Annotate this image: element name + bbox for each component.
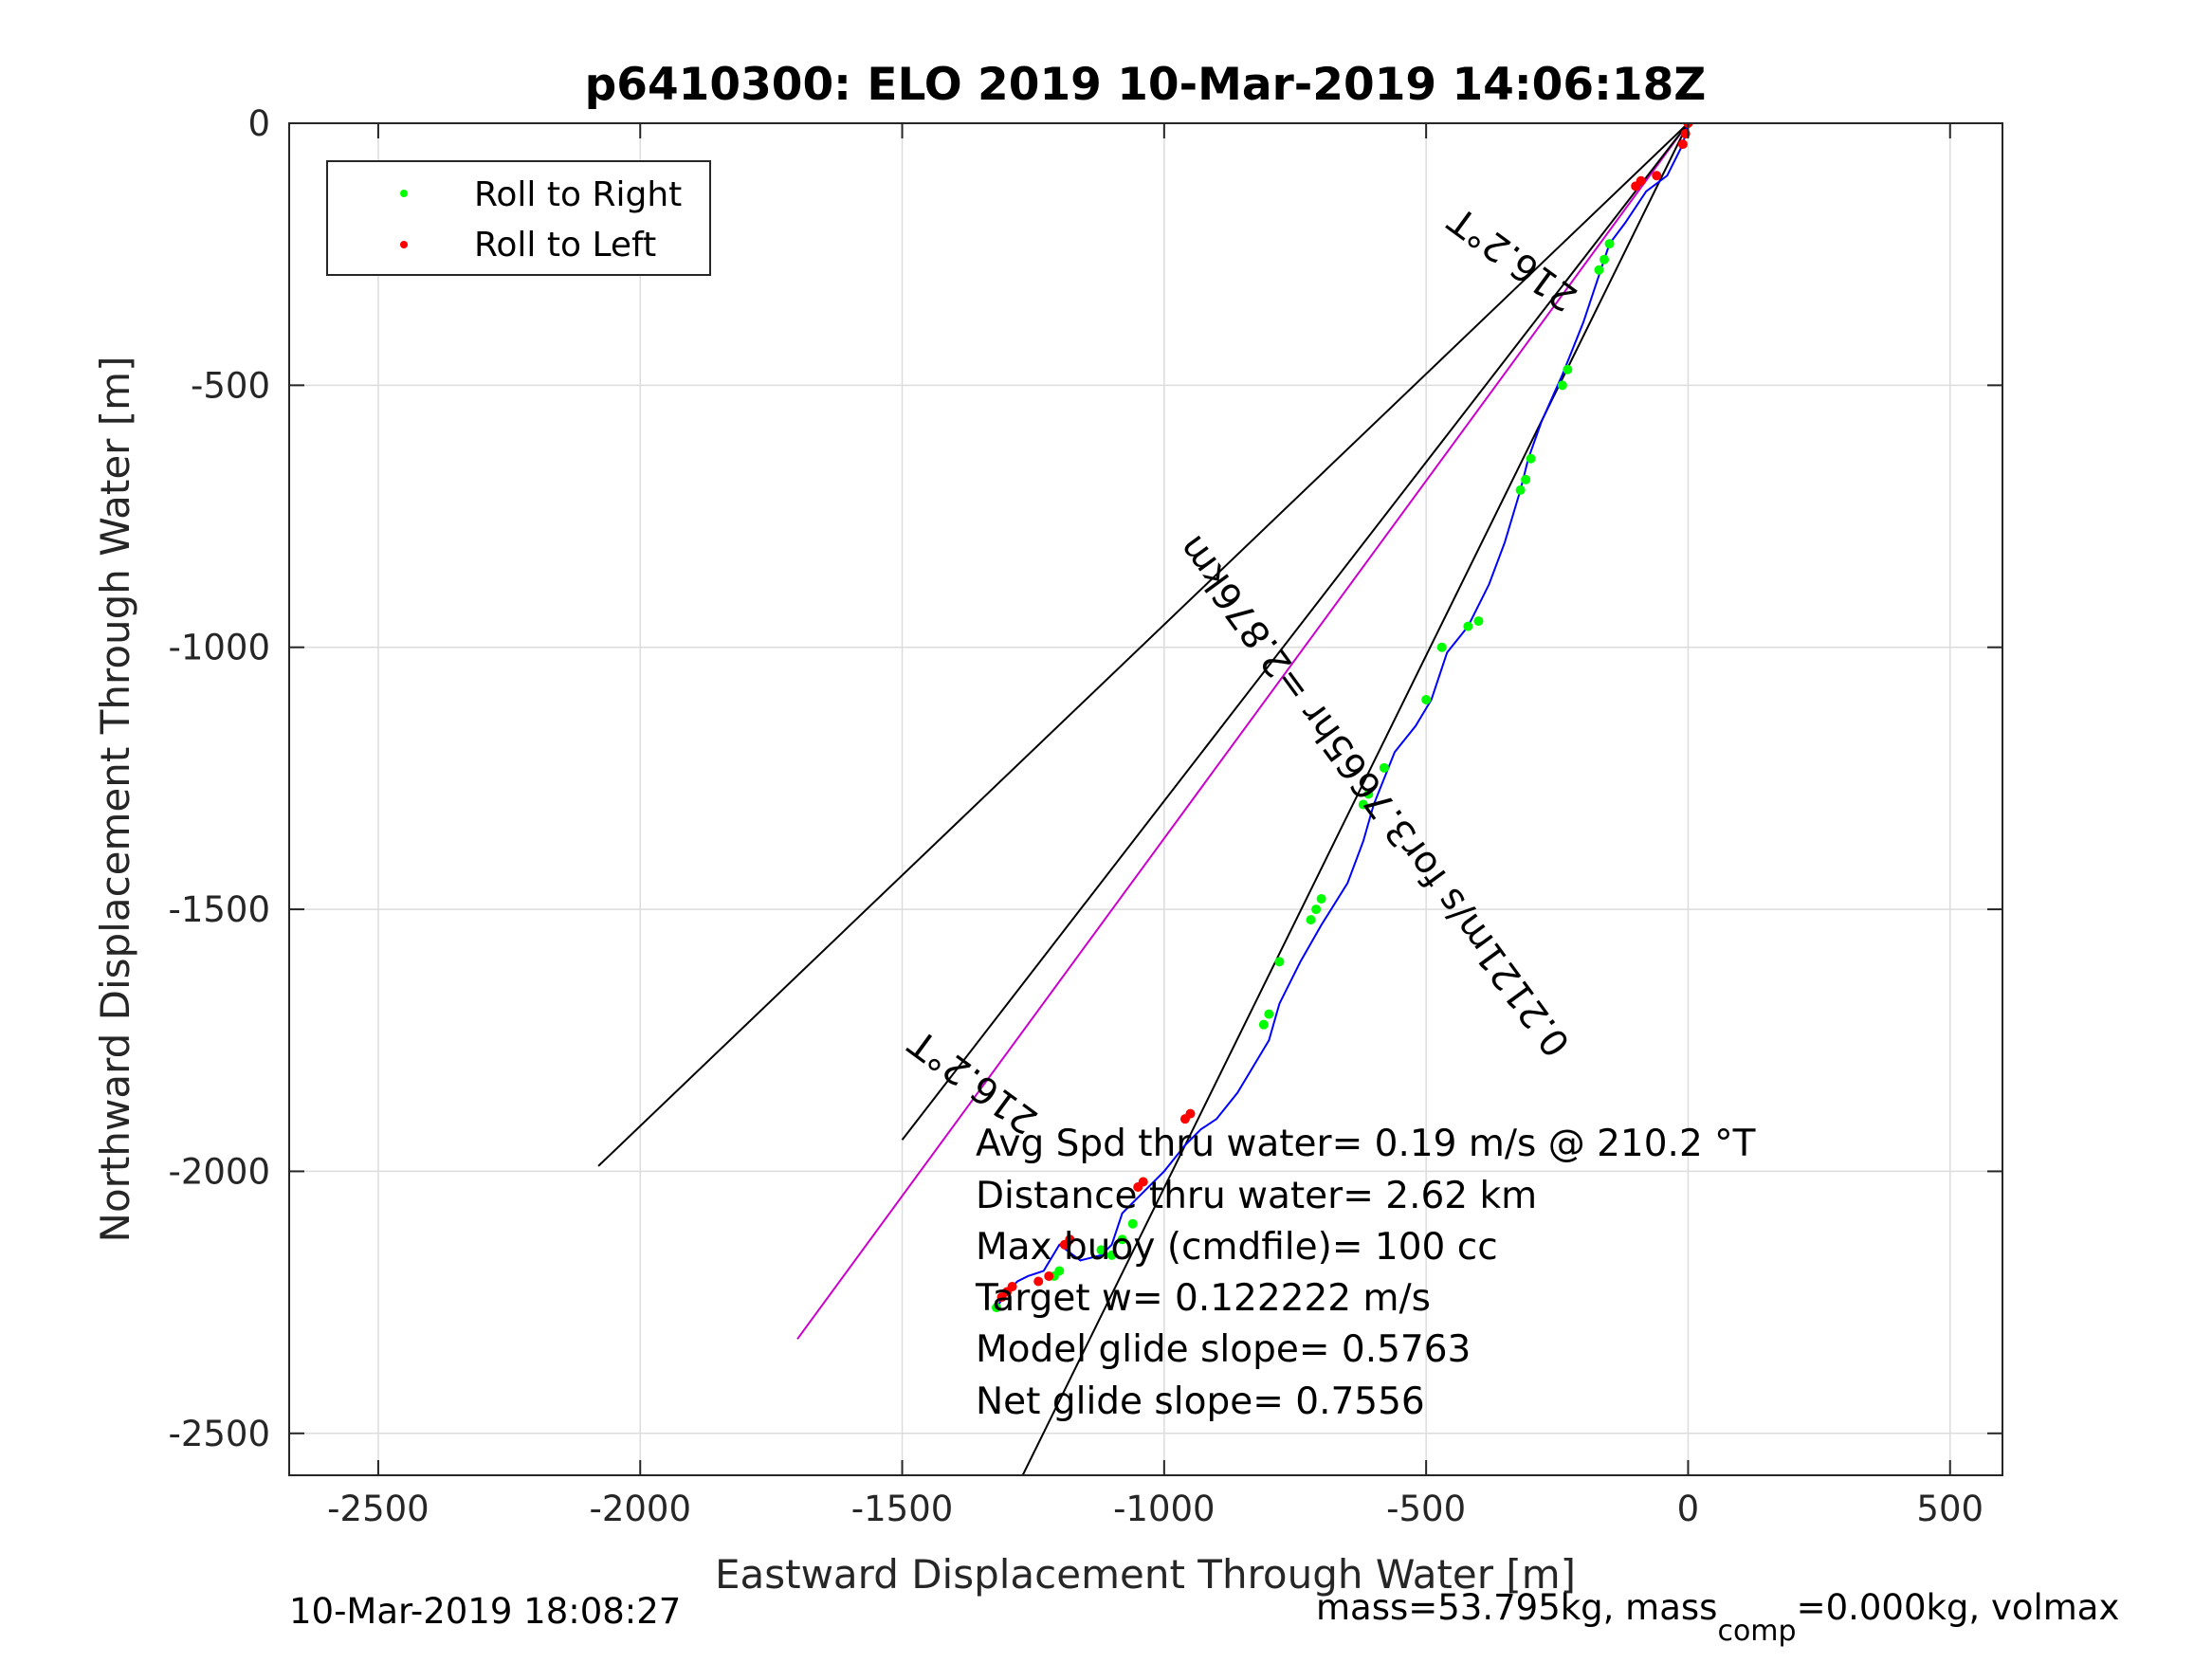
roll-right-point xyxy=(992,1303,1002,1313)
x-tick-label: -2500 xyxy=(327,1489,430,1529)
roll-left-point xyxy=(1044,1270,1054,1281)
x-tick-label: -500 xyxy=(1386,1489,1466,1529)
stat-model-glide: Model glide slope= 0.5763 xyxy=(976,1328,1471,1371)
y-tick-label: -500 xyxy=(191,365,270,406)
legend-box xyxy=(326,160,711,276)
y-tick-label: -2500 xyxy=(168,1414,270,1454)
legend: Roll to Right Roll to Left xyxy=(326,160,711,276)
roll-right-point xyxy=(1421,694,1432,704)
roll-right-point xyxy=(1127,1218,1138,1229)
stat-max-buoy: Max buoy (cmdfile)= 100 cc xyxy=(976,1226,1498,1269)
roll-left-point xyxy=(996,1292,1007,1303)
footer-mass-sub: comp xyxy=(1717,1615,1796,1648)
roll-left-point xyxy=(1179,1114,1190,1124)
stat-net-glide: Net glide slope= 0.7556 xyxy=(976,1380,1425,1423)
x-tick-label: -1500 xyxy=(851,1489,954,1529)
roll-right-point xyxy=(1515,484,1526,495)
stats-annotation: Avg Spd thru water= 0.19 m/s @ 210.2 °T … xyxy=(975,1123,1756,1423)
roll-right-point xyxy=(1436,642,1447,652)
roll-right-point xyxy=(1594,265,1604,275)
y-tick-label: 0 xyxy=(247,103,270,144)
roll-left-point xyxy=(1059,1239,1069,1250)
roll-left-point xyxy=(1652,171,1662,181)
roll-left-point xyxy=(1033,1276,1044,1287)
roll-right-point xyxy=(1563,364,1573,375)
y-axis-label: Northward Displacement Through Water [m] xyxy=(92,356,138,1243)
footer-timestamp: 10-Mar-2019 18:08:27 xyxy=(289,1591,681,1632)
roll-right-point xyxy=(1604,239,1615,249)
stat-distance: Distance thru water= 2.62 km xyxy=(976,1175,1537,1217)
roll-left-point xyxy=(1631,181,1641,192)
roll-left-point xyxy=(1133,1182,1143,1193)
footer-mass: mass=53.795kg, masscomp=0.000kg, volmax xyxy=(1316,1587,2119,1648)
roll-right-point xyxy=(1311,905,1322,915)
footer-mass-suffix: =0.000kg, volmax xyxy=(1797,1587,2120,1628)
roll-right-point xyxy=(1106,1250,1117,1260)
roll-right-point xyxy=(1473,616,1484,627)
reference-line-2 xyxy=(901,123,1690,1141)
legend-label-roll-right: Roll to Right xyxy=(474,175,682,214)
stat-target-w: Target w= 0.122222 m/s xyxy=(975,1277,1431,1320)
roll-right-point xyxy=(1096,1245,1106,1255)
roll-right-point xyxy=(1274,957,1285,967)
roll-right-point xyxy=(1117,1234,1127,1245)
chart-title: p6410300: ELO 2019 10-Mar-2019 14:06:18Z xyxy=(585,59,1707,111)
x-tick-label: 0 xyxy=(1677,1489,1700,1529)
y-tick-label: -1500 xyxy=(168,889,270,930)
roll-right-point xyxy=(1521,474,1531,484)
roll-right-point xyxy=(1306,915,1316,925)
roll-right-point xyxy=(1316,894,1326,905)
roll-right-point xyxy=(1258,1019,1269,1030)
x-tick-label: 500 xyxy=(1916,1489,1983,1529)
roll-right-point xyxy=(1363,789,1374,799)
reference-line-0 xyxy=(597,123,1690,1167)
legend-label-roll-left: Roll to Left xyxy=(474,226,656,265)
x-tick-label: -1000 xyxy=(1113,1489,1216,1529)
roll-right-point xyxy=(1557,380,1567,391)
glider-track-line xyxy=(996,123,1690,1308)
roll-right-point xyxy=(1463,621,1473,631)
reference-line-1 xyxy=(796,123,1690,1340)
axes-frame xyxy=(288,122,2003,1476)
y-tick-label: -1000 xyxy=(168,628,270,668)
y-tick-label: -2000 xyxy=(168,1151,270,1192)
roll-right-point xyxy=(1358,799,1368,810)
reference-line-3 xyxy=(1021,123,1690,1475)
roll-left-point xyxy=(1677,139,1688,150)
roll-right-point xyxy=(1600,254,1610,265)
roll-right-point xyxy=(1526,453,1536,464)
axes-background xyxy=(289,123,2002,1475)
roll-right-point xyxy=(1264,1009,1274,1019)
footer-mass-prefix: mass=53.795kg, mass xyxy=(1316,1587,1717,1628)
axis-ticks: -2500 -2000 -1500 -1000 -500 0 500 0 -500 -1000 -1… xyxy=(168,103,2002,1529)
roll-right-point xyxy=(1379,762,1389,773)
stat-avg-speed: Avg Spd thru water= 0.19 m/s @ 210.2 °T xyxy=(976,1123,1756,1165)
x-tick-label: -2000 xyxy=(589,1489,691,1529)
x-axis-label: Eastward Displacement Through Water [m] xyxy=(715,1551,1576,1598)
legend-marker-roll-right xyxy=(400,190,408,197)
legend-marker-roll-left xyxy=(400,241,408,248)
